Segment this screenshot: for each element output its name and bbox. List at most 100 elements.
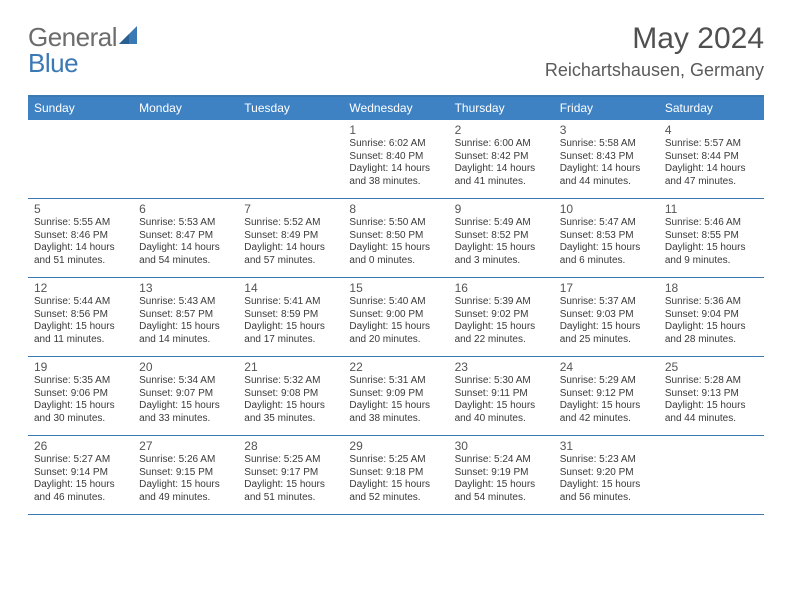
weekday-header: Wednesday xyxy=(343,97,448,120)
day-info: Sunrise: 5:26 AMSunset: 9:15 PMDaylight:… xyxy=(139,454,234,504)
weekday-header-row: SundayMondayTuesdayWednesdayThursdayFrid… xyxy=(28,97,764,120)
day-number: 10 xyxy=(560,202,655,216)
day-cell: 3Sunrise: 5:58 AMSunset: 8:43 PMDaylight… xyxy=(554,120,659,198)
day-cell: 11Sunrise: 5:46 AMSunset: 8:55 PMDayligh… xyxy=(659,199,764,277)
day-cell: 22Sunrise: 5:31 AMSunset: 9:09 PMDayligh… xyxy=(343,357,448,435)
day-number: 18 xyxy=(665,281,760,295)
day-number: 30 xyxy=(455,439,550,453)
day-number: 14 xyxy=(244,281,339,295)
day-info: Sunrise: 5:44 AMSunset: 8:56 PMDaylight:… xyxy=(34,296,129,346)
day-number: 26 xyxy=(34,439,129,453)
day-cell: 21Sunrise: 5:32 AMSunset: 9:08 PMDayligh… xyxy=(238,357,343,435)
day-number: 28 xyxy=(244,439,339,453)
day-number: 2 xyxy=(455,123,550,137)
day-info: Sunrise: 5:29 AMSunset: 9:12 PMDaylight:… xyxy=(560,375,655,425)
title-block: May 2024 Reichartshausen, Germany xyxy=(545,24,764,81)
day-number: 22 xyxy=(349,360,444,374)
day-number: 12 xyxy=(34,281,129,295)
day-number: 9 xyxy=(455,202,550,216)
day-info: Sunrise: 5:30 AMSunset: 9:11 PMDaylight:… xyxy=(455,375,550,425)
day-cell: 20Sunrise: 5:34 AMSunset: 9:07 PMDayligh… xyxy=(133,357,238,435)
day-cell: 6Sunrise: 5:53 AMSunset: 8:47 PMDaylight… xyxy=(133,199,238,277)
day-number: 7 xyxy=(244,202,339,216)
day-info: Sunrise: 5:58 AMSunset: 8:43 PMDaylight:… xyxy=(560,138,655,188)
day-info: Sunrise: 5:27 AMSunset: 9:14 PMDaylight:… xyxy=(34,454,129,504)
weekday-header: Tuesday xyxy=(238,97,343,120)
day-info: Sunrise: 5:41 AMSunset: 8:59 PMDaylight:… xyxy=(244,296,339,346)
day-number: 27 xyxy=(139,439,234,453)
day-cell: 28Sunrise: 5:25 AMSunset: 9:17 PMDayligh… xyxy=(238,436,343,514)
day-number: 23 xyxy=(455,360,550,374)
logo-sail-icon xyxy=(119,24,141,50)
day-number: 17 xyxy=(560,281,655,295)
location-label: Reichartshausen, Germany xyxy=(545,60,764,81)
day-cell: 16Sunrise: 5:39 AMSunset: 9:02 PMDayligh… xyxy=(449,278,554,356)
day-number: 4 xyxy=(665,123,760,137)
day-cell xyxy=(238,120,343,198)
day-number: 25 xyxy=(665,360,760,374)
day-cell: 31Sunrise: 5:23 AMSunset: 9:20 PMDayligh… xyxy=(554,436,659,514)
day-number: 24 xyxy=(560,360,655,374)
weekday-header: Thursday xyxy=(449,97,554,120)
day-cell xyxy=(659,436,764,514)
day-cell: 14Sunrise: 5:41 AMSunset: 8:59 PMDayligh… xyxy=(238,278,343,356)
day-info: Sunrise: 5:37 AMSunset: 9:03 PMDaylight:… xyxy=(560,296,655,346)
day-info: Sunrise: 5:49 AMSunset: 8:52 PMDaylight:… xyxy=(455,217,550,267)
week-row: 19Sunrise: 5:35 AMSunset: 9:06 PMDayligh… xyxy=(28,357,764,436)
day-number: 21 xyxy=(244,360,339,374)
weekday-header: Sunday xyxy=(28,97,133,120)
day-info: Sunrise: 5:52 AMSunset: 8:49 PMDaylight:… xyxy=(244,217,339,267)
day-cell: 13Sunrise: 5:43 AMSunset: 8:57 PMDayligh… xyxy=(133,278,238,356)
day-number: 1 xyxy=(349,123,444,137)
week-row: 26Sunrise: 5:27 AMSunset: 9:14 PMDayligh… xyxy=(28,436,764,515)
day-info: Sunrise: 5:25 AMSunset: 9:17 PMDaylight:… xyxy=(244,454,339,504)
day-number: 29 xyxy=(349,439,444,453)
day-info: Sunrise: 5:25 AMSunset: 9:18 PMDaylight:… xyxy=(349,454,444,504)
day-cell: 18Sunrise: 5:36 AMSunset: 9:04 PMDayligh… xyxy=(659,278,764,356)
day-info: Sunrise: 5:24 AMSunset: 9:19 PMDaylight:… xyxy=(455,454,550,504)
day-cell: 23Sunrise: 5:30 AMSunset: 9:11 PMDayligh… xyxy=(449,357,554,435)
day-number: 31 xyxy=(560,439,655,453)
day-info: Sunrise: 5:47 AMSunset: 8:53 PMDaylight:… xyxy=(560,217,655,267)
day-cell: 17Sunrise: 5:37 AMSunset: 9:03 PMDayligh… xyxy=(554,278,659,356)
day-cell: 8Sunrise: 5:50 AMSunset: 8:50 PMDaylight… xyxy=(343,199,448,277)
day-cell: 1Sunrise: 6:02 AMSunset: 8:40 PMDaylight… xyxy=(343,120,448,198)
day-number: 11 xyxy=(665,202,760,216)
day-info: Sunrise: 5:50 AMSunset: 8:50 PMDaylight:… xyxy=(349,217,444,267)
day-cell: 25Sunrise: 5:28 AMSunset: 9:13 PMDayligh… xyxy=(659,357,764,435)
day-cell: 15Sunrise: 5:40 AMSunset: 9:00 PMDayligh… xyxy=(343,278,448,356)
day-info: Sunrise: 5:32 AMSunset: 9:08 PMDaylight:… xyxy=(244,375,339,425)
calendar-grid: SundayMondayTuesdayWednesdayThursdayFrid… xyxy=(28,95,764,515)
day-number: 13 xyxy=(139,281,234,295)
day-cell: 27Sunrise: 5:26 AMSunset: 9:15 PMDayligh… xyxy=(133,436,238,514)
day-cell xyxy=(28,120,133,198)
day-cell: 29Sunrise: 5:25 AMSunset: 9:18 PMDayligh… xyxy=(343,436,448,514)
page-header: GeneralBlue May 2024 Reichartshausen, Ge… xyxy=(28,24,764,81)
day-info: Sunrise: 5:46 AMSunset: 8:55 PMDaylight:… xyxy=(665,217,760,267)
logo: GeneralBlue xyxy=(28,24,141,76)
week-row: 1Sunrise: 6:02 AMSunset: 8:40 PMDaylight… xyxy=(28,120,764,199)
day-number: 20 xyxy=(139,360,234,374)
day-cell: 19Sunrise: 5:35 AMSunset: 9:06 PMDayligh… xyxy=(28,357,133,435)
day-info: Sunrise: 5:55 AMSunset: 8:46 PMDaylight:… xyxy=(34,217,129,267)
day-number: 15 xyxy=(349,281,444,295)
day-info: Sunrise: 5:28 AMSunset: 9:13 PMDaylight:… xyxy=(665,375,760,425)
day-cell: 30Sunrise: 5:24 AMSunset: 9:19 PMDayligh… xyxy=(449,436,554,514)
day-cell: 9Sunrise: 5:49 AMSunset: 8:52 PMDaylight… xyxy=(449,199,554,277)
day-info: Sunrise: 5:36 AMSunset: 9:04 PMDaylight:… xyxy=(665,296,760,346)
day-number: 19 xyxy=(34,360,129,374)
day-cell: 7Sunrise: 5:52 AMSunset: 8:49 PMDaylight… xyxy=(238,199,343,277)
day-number: 16 xyxy=(455,281,550,295)
day-cell: 10Sunrise: 5:47 AMSunset: 8:53 PMDayligh… xyxy=(554,199,659,277)
day-info: Sunrise: 5:57 AMSunset: 8:44 PMDaylight:… xyxy=(665,138,760,188)
logo-text: GeneralBlue xyxy=(28,24,141,76)
day-cell: 5Sunrise: 5:55 AMSunset: 8:46 PMDaylight… xyxy=(28,199,133,277)
day-number: 6 xyxy=(139,202,234,216)
calendar-page: GeneralBlue May 2024 Reichartshausen, Ge… xyxy=(0,0,792,515)
day-cell: 26Sunrise: 5:27 AMSunset: 9:14 PMDayligh… xyxy=(28,436,133,514)
weekday-header: Saturday xyxy=(659,97,764,120)
day-cell: 12Sunrise: 5:44 AMSunset: 8:56 PMDayligh… xyxy=(28,278,133,356)
day-info: Sunrise: 6:02 AMSunset: 8:40 PMDaylight:… xyxy=(349,138,444,188)
weeks-container: 1Sunrise: 6:02 AMSunset: 8:40 PMDaylight… xyxy=(28,120,764,515)
day-info: Sunrise: 5:31 AMSunset: 9:09 PMDaylight:… xyxy=(349,375,444,425)
